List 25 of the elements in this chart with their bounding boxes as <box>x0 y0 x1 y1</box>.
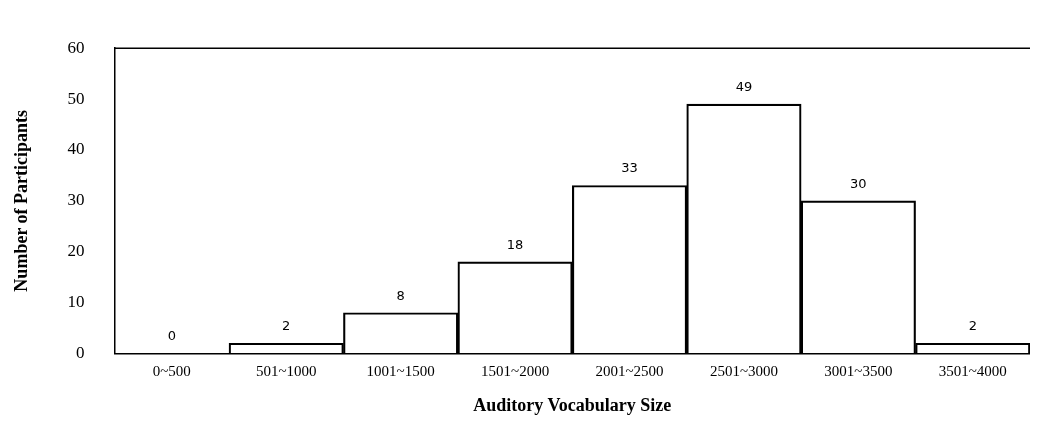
x-tick-label: 501~1000 <box>255 363 317 380</box>
x-tick-label: 3001~3500 <box>824 363 893 380</box>
y-tick-label: 10 <box>67 292 85 311</box>
data-label: 0 <box>167 328 176 344</box>
x-tick-label: 3501~4000 <box>938 363 1007 380</box>
x-tick-label: 2001~2500 <box>595 363 664 380</box>
y-tick-label: 0 <box>76 342 85 362</box>
y-tick-label: 60 <box>67 37 85 57</box>
x-tick-label: 2501~3000 <box>709 363 778 380</box>
data-label: 30 <box>850 175 867 191</box>
data-label: 49 <box>735 79 753 95</box>
y-tick-label: 30 <box>67 190 85 210</box>
y-tick-label: 50 <box>67 88 85 108</box>
x-tick-label: 1001~1500 <box>366 363 435 380</box>
data-label: 18 <box>506 236 524 252</box>
data-label: 2 <box>968 318 977 334</box>
x-tick-label: 0~500 <box>152 363 191 380</box>
y-tick-label: 20 <box>67 241 85 261</box>
y-axis-title: Number of Participants <box>11 109 32 292</box>
data-label: 33 <box>621 160 638 176</box>
data-label: 2 <box>282 318 291 334</box>
x-axis-title: Auditory Vocabulary Size <box>473 394 672 415</box>
x-tick-label: 1501~2000 <box>481 363 550 380</box>
y-tick-label: 40 <box>67 139 85 159</box>
data-label: 8 <box>396 287 405 303</box>
